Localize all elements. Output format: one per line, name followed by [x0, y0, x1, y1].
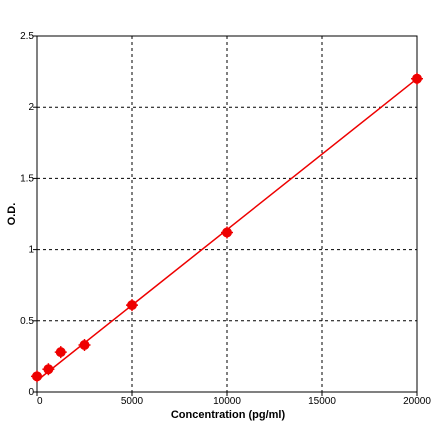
data-point	[78, 339, 91, 352]
x-tick-label: 20000	[403, 396, 431, 407]
data-points	[31, 72, 423, 383]
data-point	[221, 226, 233, 239]
data-point	[411, 72, 423, 85]
y-tick-label: 1	[28, 245, 34, 256]
x-tick-label: 0	[37, 396, 43, 407]
data-point	[126, 299, 138, 312]
y-tick-label: 1.5	[20, 173, 34, 184]
y-axis-title: O.D.	[6, 203, 18, 226]
x-axis-title: Concentration (pg/ml)	[171, 409, 286, 421]
y-tick-label: 0	[28, 387, 34, 398]
data-point	[31, 370, 43, 383]
data-point	[42, 363, 55, 376]
y-tick-label: 2	[28, 102, 34, 113]
y-tick-label: 2.5	[20, 31, 34, 42]
axis-ticks	[33, 35, 418, 396]
x-tick-label: 5000	[121, 396, 144, 407]
grid-lines	[37, 36, 417, 392]
data-point	[54, 346, 67, 359]
tick-labels: 0 5000 10000 15000 20000 0 0.5 1 1.5 2 2.5	[20, 31, 431, 407]
y-tick-label: 0.5	[20, 316, 34, 327]
x-tick-label: 15000	[308, 396, 336, 407]
x-tick-label: 10000	[213, 396, 241, 407]
